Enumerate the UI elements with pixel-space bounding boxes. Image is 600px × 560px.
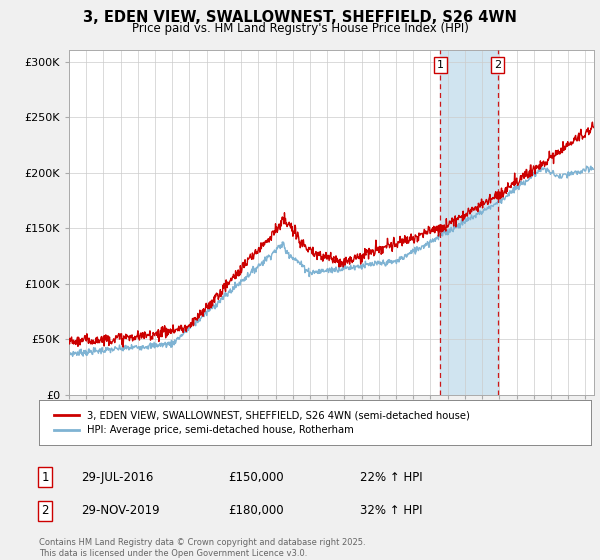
Text: 2: 2 [494,60,502,70]
Text: Contains HM Land Registry data © Crown copyright and database right 2025.
This d: Contains HM Land Registry data © Crown c… [39,538,365,558]
Legend: 3, EDEN VIEW, SWALLOWNEST, SHEFFIELD, S26 4WN (semi-detached house), HPI: Averag: 3, EDEN VIEW, SWALLOWNEST, SHEFFIELD, S2… [50,407,473,439]
Text: £150,000: £150,000 [228,470,284,484]
Text: 22% ↑ HPI: 22% ↑ HPI [360,470,422,484]
Text: 1: 1 [437,60,444,70]
Text: 1: 1 [41,470,49,484]
Text: 32% ↑ HPI: 32% ↑ HPI [360,504,422,517]
Text: 29-NOV-2019: 29-NOV-2019 [81,504,160,517]
Text: 3, EDEN VIEW, SWALLOWNEST, SHEFFIELD, S26 4WN: 3, EDEN VIEW, SWALLOWNEST, SHEFFIELD, S2… [83,10,517,25]
Text: £180,000: £180,000 [228,504,284,517]
Text: Price paid vs. HM Land Registry's House Price Index (HPI): Price paid vs. HM Land Registry's House … [131,22,469,35]
Text: 2: 2 [41,504,49,517]
Bar [440,50,498,395]
Text: 29-JUL-2016: 29-JUL-2016 [81,470,154,484]
